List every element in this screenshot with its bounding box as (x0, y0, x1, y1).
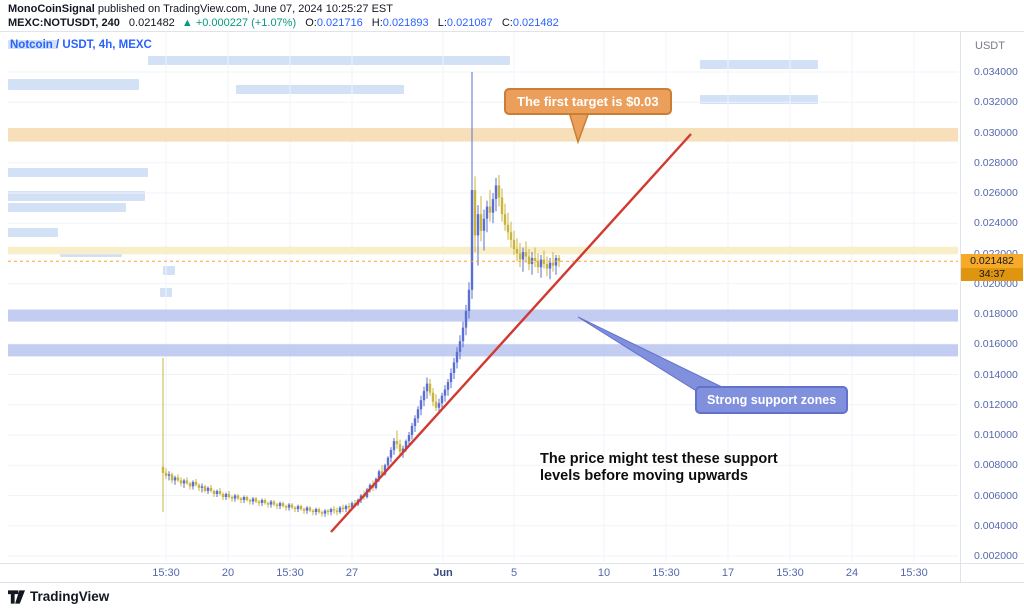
current-price-value: 0.021482 (961, 254, 1023, 269)
watermark-block (148, 56, 510, 65)
time-tick-label: 27 (345, 567, 359, 579)
price-axis-divider (960, 31, 961, 582)
author-name: MonoCoinSignal (8, 3, 95, 15)
open-label: O: (305, 17, 317, 29)
target-callout[interactable]: The first target is $0.03 (504, 88, 672, 115)
published-info: published on TradingView.com, June 07, 2… (94, 3, 393, 15)
last-price: 0.021482 (128, 17, 175, 29)
time-tick-label: 24 (845, 567, 859, 579)
watermark-block (8, 203, 126, 212)
price-tick-label: 0.002000 (974, 550, 1018, 562)
watermark-block (700, 60, 818, 69)
watermark-block (8, 40, 58, 49)
watermark-block (236, 85, 404, 94)
open-value: 0.021716 (316, 17, 363, 29)
tradingview-logo-icon (8, 589, 25, 604)
analysis-note-line1: The price might test these support (540, 451, 778, 467)
analysis-note-line2: levels before moving upwards (540, 468, 748, 484)
price-axis-currency-label: USDT (975, 40, 1005, 52)
tradingview-attribution[interactable]: TradingView (8, 589, 109, 604)
time-tick-label: 10 (597, 567, 611, 579)
price-tick-label: 0.028000 (974, 156, 1018, 169)
high-label: H: (371, 17, 383, 29)
symbol-name: MEXC:NOTUSDT, 240 (8, 17, 120, 29)
close-value: 0.021482 (512, 17, 559, 29)
time-tick-label: 15:30 (652, 567, 680, 579)
time-tick-label: 5 (510, 567, 518, 579)
analysis-note[interactable]: The price might test these support level… (540, 451, 778, 485)
symbol-ohlc-line: MEXC:NOTUSDT, 240 0.021482 ▲ +0.000227 (… (8, 17, 559, 29)
price-tick-label: 0.014000 (974, 368, 1018, 381)
time-axis-divider (0, 563, 1024, 564)
watermark-block (8, 191, 145, 201)
watermark-block (163, 266, 175, 275)
price-tick-label: 0.030000 (974, 126, 1018, 139)
price-tick-label: 0.032000 (974, 96, 1018, 109)
watermark-block (700, 95, 818, 104)
time-tick-label: 15:30 (152, 567, 180, 579)
time-tick-label: 15:30 (900, 567, 928, 579)
price-tick-label: 0.010000 (974, 429, 1018, 441)
price-tick-label: 0.012000 (974, 398, 1018, 411)
low-label: L: (437, 17, 447, 29)
price-tick-label: 0.024000 (974, 217, 1018, 230)
chart-legend[interactable]: Notcoin / USDT, 4h, MEXC (10, 39, 152, 51)
price-tick-label: 0.034000 (974, 66, 1018, 78)
footer-divider (0, 582, 1024, 583)
price-tick-label: 0.018000 (974, 308, 1018, 320)
price-tick-label: 0.016000 (974, 338, 1018, 351)
time-tick-label: 17 (721, 567, 735, 579)
header-divider (0, 31, 1024, 32)
time-tick-label: Jun (433, 567, 453, 579)
tradingview-brand-text: TradingView (30, 589, 110, 604)
price-change: ▲ +0.000227 (+1.07%) (181, 17, 297, 29)
low-value: 0.021087 (446, 17, 493, 29)
price-tick-label: 0.004000 (974, 519, 1018, 532)
price-tick-label: 0.026000 (974, 187, 1018, 199)
support-callout[interactable]: Strong support zones (695, 386, 849, 414)
watermark-block (8, 228, 58, 237)
watermark-block (8, 79, 139, 90)
current-price-badge: 0.021482 34:37 (961, 254, 1023, 282)
publish-header: MonoCoinSignal published on TradingView.… (8, 3, 393, 15)
bar-countdown: 34:37 (961, 268, 1023, 282)
price-tick-label: 0.006000 (974, 489, 1018, 502)
watermark-block (8, 168, 148, 177)
time-tick-label: 20 (221, 567, 235, 579)
price-tick-label: 0.008000 (974, 459, 1018, 472)
time-tick-label: 15:30 (276, 567, 304, 579)
high-value: 0.021893 (382, 17, 429, 29)
close-label: C: (501, 17, 513, 29)
time-tick-label: 15:30 (776, 567, 804, 579)
